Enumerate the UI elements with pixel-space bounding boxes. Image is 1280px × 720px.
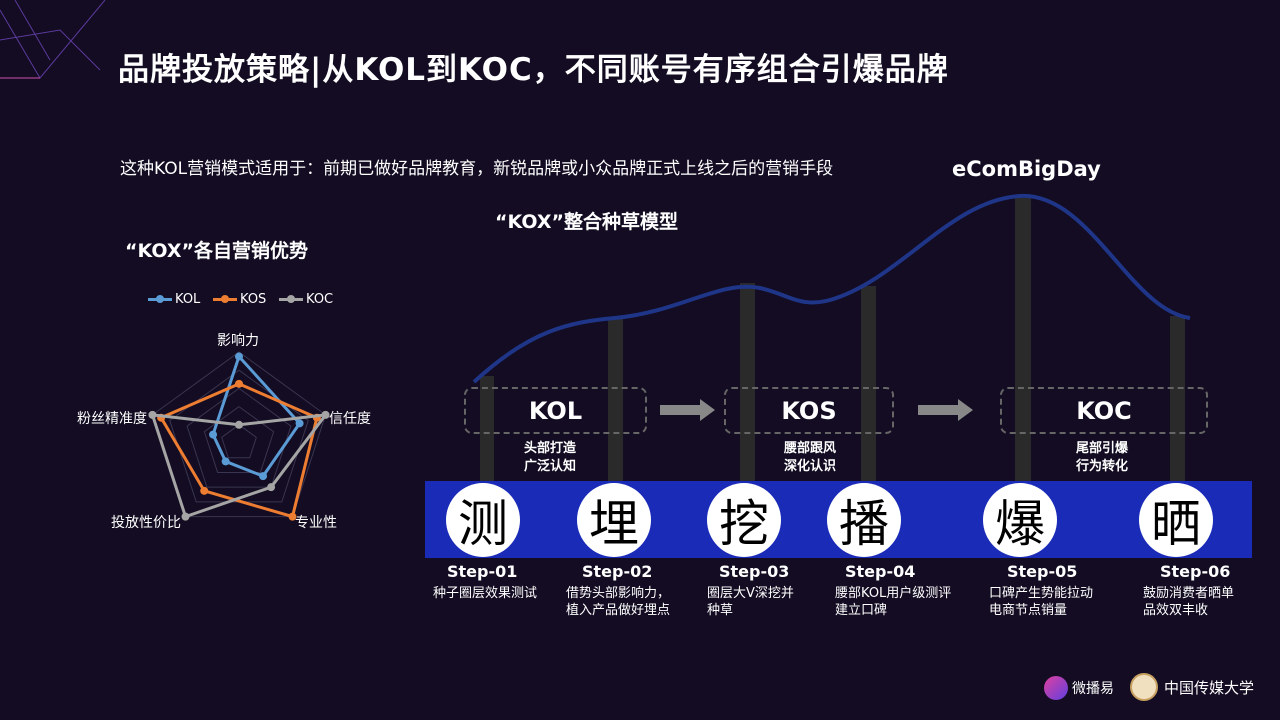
radar-point-kol	[221, 457, 230, 466]
pillar	[480, 376, 494, 482]
radar-point-koc	[235, 420, 243, 429]
legend-kos: KOS	[213, 292, 266, 307]
radar-point-koc	[181, 512, 190, 521]
pillar	[740, 283, 755, 482]
play-logo-icon	[1044, 676, 1068, 700]
radar-title: “KOX”各自营销优势	[125, 240, 308, 262]
stage-note-kos: 腰部跟风 深化认识	[783, 441, 836, 474]
step-circle: 埋	[577, 483, 651, 557]
legend-label: KOL	[175, 292, 201, 307]
university-seal-icon	[1130, 673, 1158, 701]
legend-marker	[279, 295, 303, 303]
radar-point-kos	[288, 512, 297, 521]
radar-point-kos	[200, 486, 209, 495]
step-circle: 晒	[1139, 483, 1213, 557]
radar-grid-ring	[221, 424, 257, 459]
stage-box-kol: KOL	[464, 387, 647, 434]
stage-box-kos: KOS	[724, 387, 894, 434]
axis-label: 影响力	[217, 333, 259, 349]
legend-marker	[213, 295, 237, 303]
radar-grid-ring	[151, 351, 327, 518]
step-desc: 腰部KOL用户级测评 建立口碑	[835, 586, 952, 618]
arrow-right-icon	[660, 399, 715, 421]
step-label: Step-01	[447, 562, 518, 581]
pillar	[1170, 316, 1185, 482]
step-label: Step-03	[719, 562, 790, 581]
step-desc: 口碑产生势能拉动 电商节点销量	[989, 586, 1094, 618]
peak-label: eComBigDay	[952, 157, 1101, 181]
radar-series-koc	[150, 412, 329, 519]
corner-decoration	[0, 0, 106, 79]
page-title: 品牌投放策略|从KOL到KOC，不同账号有序组合引爆品牌	[118, 52, 949, 88]
step-desc: 种子圈层效果测试	[433, 586, 538, 601]
radar-point-kos	[235, 379, 243, 388]
legend-label: KOS	[240, 292, 267, 307]
radar-point-kol	[259, 472, 268, 481]
radar-point-kol	[235, 352, 243, 361]
subtitle: 这种KOL营销模式适用于：前期已做好品牌教育，新锐品牌或小众品牌正式上线之后的营…	[120, 159, 834, 179]
step-circle: 播	[827, 483, 901, 557]
radar-chart	[148, 351, 330, 521]
growth-curve	[472, 193, 1191, 384]
stage-box-koc: KOC	[1000, 387, 1208, 434]
step-desc: 鼓励消费者晒单 品效双丰收	[1143, 586, 1235, 618]
legend-label: KOC	[306, 292, 334, 307]
axis-label: 投放性价比	[111, 515, 181, 531]
legend-marker	[148, 295, 172, 303]
legend-koc: KOC	[279, 292, 333, 307]
step-circle: 爆	[983, 483, 1057, 557]
step-circle: 测	[446, 483, 520, 557]
step-desc: 借势头部影响力， 植入产品做好埋点	[566, 586, 671, 618]
step-label: Step-06	[1160, 562, 1231, 581]
radar-point-koc	[148, 410, 157, 419]
radar-point-kol	[209, 430, 218, 439]
brand-logo-text: 微播易	[1072, 681, 1114, 697]
pillar	[1015, 198, 1031, 482]
radar-series-kos	[158, 382, 319, 519]
stage-note-koc: 尾部引爆 行为转化	[1075, 441, 1128, 474]
step-label: Step-02	[582, 562, 653, 581]
axis-label: 粉丝精准度	[77, 411, 147, 427]
axis-label: 专业性	[295, 515, 337, 531]
model-title: “KOX”整合种草模型	[495, 211, 678, 233]
radar-point-kol	[295, 419, 304, 428]
radar-point-koc	[321, 410, 330, 419]
step-label: Step-05	[1007, 562, 1078, 581]
step-circle: 挖	[707, 483, 781, 557]
legend-kol: KOL	[148, 292, 200, 307]
brand-logo: 微播易	[1044, 676, 1114, 700]
step-desc: 圈层大V深挖并 种草	[707, 586, 794, 618]
axis-label: 信任度	[329, 411, 371, 427]
university-logo-text: 中国传媒大学	[1164, 678, 1255, 697]
radar-grid-ring	[203, 405, 275, 473]
step-label: Step-04	[845, 562, 916, 581]
pillar	[861, 286, 876, 482]
radar-point-koc	[267, 483, 276, 492]
university-logo: 中国传媒大学	[1130, 673, 1254, 701]
arrow-right-icon	[918, 399, 973, 421]
pillar	[608, 318, 623, 482]
stage-note-kol: 头部打造 广泛认知	[523, 441, 576, 474]
